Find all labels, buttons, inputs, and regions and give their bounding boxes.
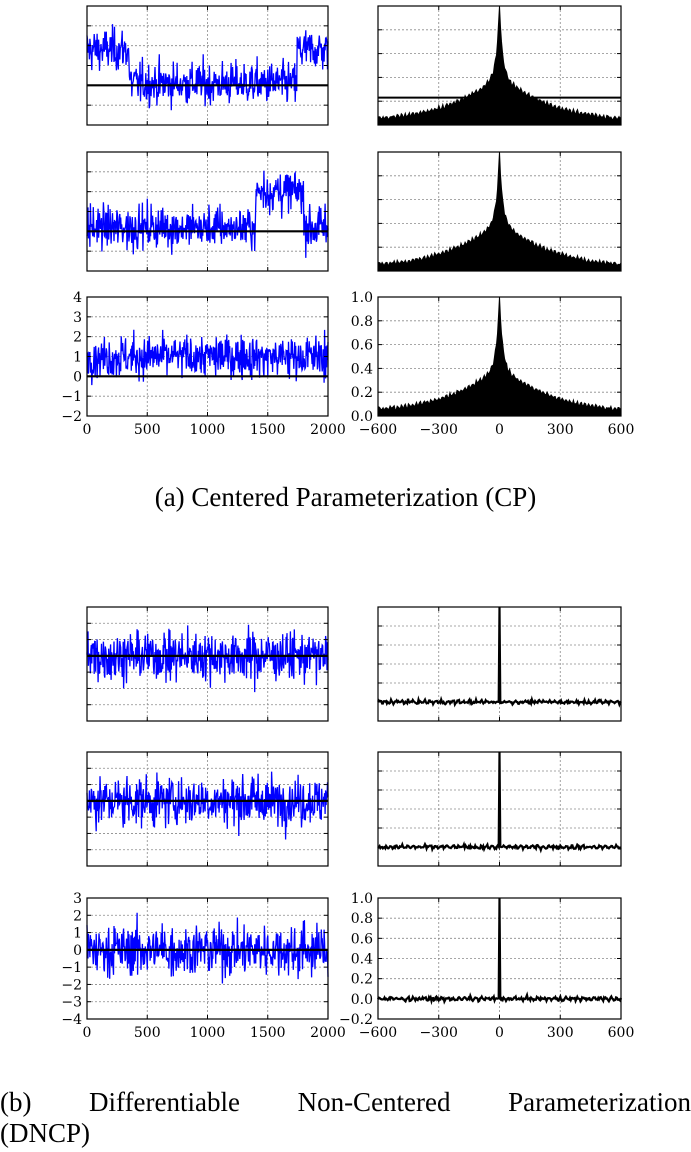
cp-acf-3-ylabel: 0.8 [351, 314, 373, 330]
cp-trace-3-ylabel: 2 [73, 330, 82, 346]
dncp-acf-3: −600 −300 0 300 600 −0.2 0.0 0.2 0.4 0.6 0.8 1.0 [339, 891, 634, 1041]
dncp-acf-1-acf-line [377, 606, 622, 708]
cp-trace-3-ylabel: −1 [61, 389, 82, 405]
cp-trace-3-xlabel: 0 [83, 422, 92, 438]
dncp-trace-3-xlabel: 500 [134, 1025, 161, 1041]
dncp-acf-3-xlabel: −600 [359, 1025, 397, 1041]
cp-acf-2-acf-area [377, 151, 622, 272]
dncp-acf-1 [377, 606, 622, 722]
cp-acf-1-acf-area [377, 5, 622, 126]
dncp-trace-3-ylabel: −3 [61, 995, 82, 1011]
dncp-acf-2-frame [377, 751, 622, 867]
cp-trace-2 [86, 151, 329, 272]
cp-acf-1-frame [377, 5, 622, 126]
cp-acf-3-ylabel: 0.2 [351, 385, 373, 401]
cp-acf-3-ylabel: 0.6 [351, 338, 373, 354]
dncp-acf-3-xlabel: 600 [608, 1025, 635, 1041]
dncp-trace-2-series [86, 771, 329, 840]
cp-acf-3-xlabel: 0 [495, 422, 504, 438]
dncp-acf-3-ylabel: 1.0 [351, 891, 373, 907]
caption-b-line1: (b) Differentiable Non-Centered Paramete… [0, 1087, 691, 1117]
dncp-trace-3-ylabel: −1 [61, 960, 82, 976]
dncp-acf-3-ylabel: 0.2 [351, 972, 373, 988]
dncp-acf-3-ylabel: 0.8 [351, 911, 373, 927]
cp-acf-3-ylabel: 1.0 [351, 290, 373, 306]
dncp-trace-1-series [86, 624, 329, 693]
dncp-trace-2-frame [86, 751, 329, 867]
cp-trace-3-xlabel: 500 [134, 422, 161, 438]
dncp-acf-2 [377, 751, 622, 867]
cp-acf-3: −600 −300 0 300 600 0.0 0.2 0.4 0.6 0.8 1.0 [351, 290, 635, 438]
cp-trace-3-ylabel: 1 [73, 350, 82, 366]
cp-acf-2-frame [377, 151, 622, 272]
cp-acf-3-xlabel: 600 [608, 422, 635, 438]
dncp-trace-3-ylabel: −2 [61, 977, 82, 993]
dncp-trace-3-ylabel: 3 [73, 891, 82, 907]
caption-b-line2: (DNCP) [0, 1118, 91, 1148]
dncp-trace-3-ylabel: 2 [73, 908, 82, 924]
cp-trace-3-ylabel: 4 [73, 290, 82, 306]
dncp-trace-3-xlabel: 1500 [250, 1025, 286, 1041]
cp-acf-3-ylabel: 0.0 [351, 409, 373, 425]
caption-a: (a) Centered Parameterization (CP) [154, 482, 537, 512]
cp-trace-2-frame [86, 151, 329, 272]
dncp-trace-3-frame [86, 897, 329, 1020]
cp-trace-3-ylabel: 0 [73, 369, 82, 385]
dncp-trace-3-ylabel: 1 [73, 926, 82, 942]
dncp-trace-3-xlabel: 0 [83, 1025, 92, 1041]
dncp-trace-2 [86, 751, 329, 867]
dncp-acf-3-xlabel: 300 [547, 1025, 574, 1041]
cp-trace-3-ylabel: −2 [61, 409, 82, 425]
dncp-acf-2-acf-line [377, 751, 622, 854]
dncp-acf-3-frame [377, 897, 622, 1020]
cp-acf-3-acf-area [377, 296, 622, 417]
dncp-acf-3-xlabel: 0 [495, 1025, 504, 1041]
dncp-trace-3-xlabel: 1000 [190, 1025, 226, 1041]
cp-acf-3-ylabel: 0.4 [351, 361, 373, 377]
dncp-trace-3-xlabel: 2000 [310, 1025, 346, 1041]
cp-trace-3-xlabel: 1000 [190, 422, 226, 438]
cp-trace-1-series [86, 24, 329, 111]
cp-trace-3-xlabel: 1500 [250, 422, 286, 438]
cp-trace-1 [86, 5, 329, 126]
cp-acf-1 [377, 5, 622, 126]
cp-acf-3-frame [377, 296, 622, 417]
cp-trace-1-frame [86, 5, 329, 126]
cp-trace-3-series [86, 329, 329, 386]
dncp-acf-3-xlabel: −300 [420, 1025, 458, 1041]
dncp-acf-3-ylabel: 0.0 [351, 992, 373, 1008]
cp-trace-3-ylabel: 3 [73, 310, 82, 326]
dncp-trace-1 [86, 606, 329, 722]
dncp-trace-1-frame [86, 606, 329, 722]
cp-trace-2-series [86, 170, 329, 258]
cp-trace-3-frame [86, 296, 329, 417]
dncp-trace-3-ylabel: 0 [73, 943, 82, 959]
dncp-acf-3-ylabel: −0.2 [339, 1012, 373, 1028]
dncp-trace-3-ylabel: −4 [61, 1012, 82, 1028]
cp-acf-3-xlabel: −600 [359, 422, 397, 438]
cp-trace-3-xlabel: 2000 [310, 422, 346, 438]
cp-acf-3-xlabel: −300 [420, 422, 458, 438]
dncp-acf-3-ylabel: 0.4 [351, 952, 373, 968]
dncp-acf-1-frame [377, 606, 622, 722]
cp-trace-3: 0 500 1000 1500 2000 −2 −1 0 1 2 3 4 [61, 290, 345, 438]
cp-acf-3-xlabel: 300 [547, 422, 574, 438]
dncp-acf-3-acf-line [377, 897, 623, 1006]
dncp-acf-3-ylabel: 0.6 [351, 931, 373, 947]
cp-acf-2 [377, 151, 622, 272]
